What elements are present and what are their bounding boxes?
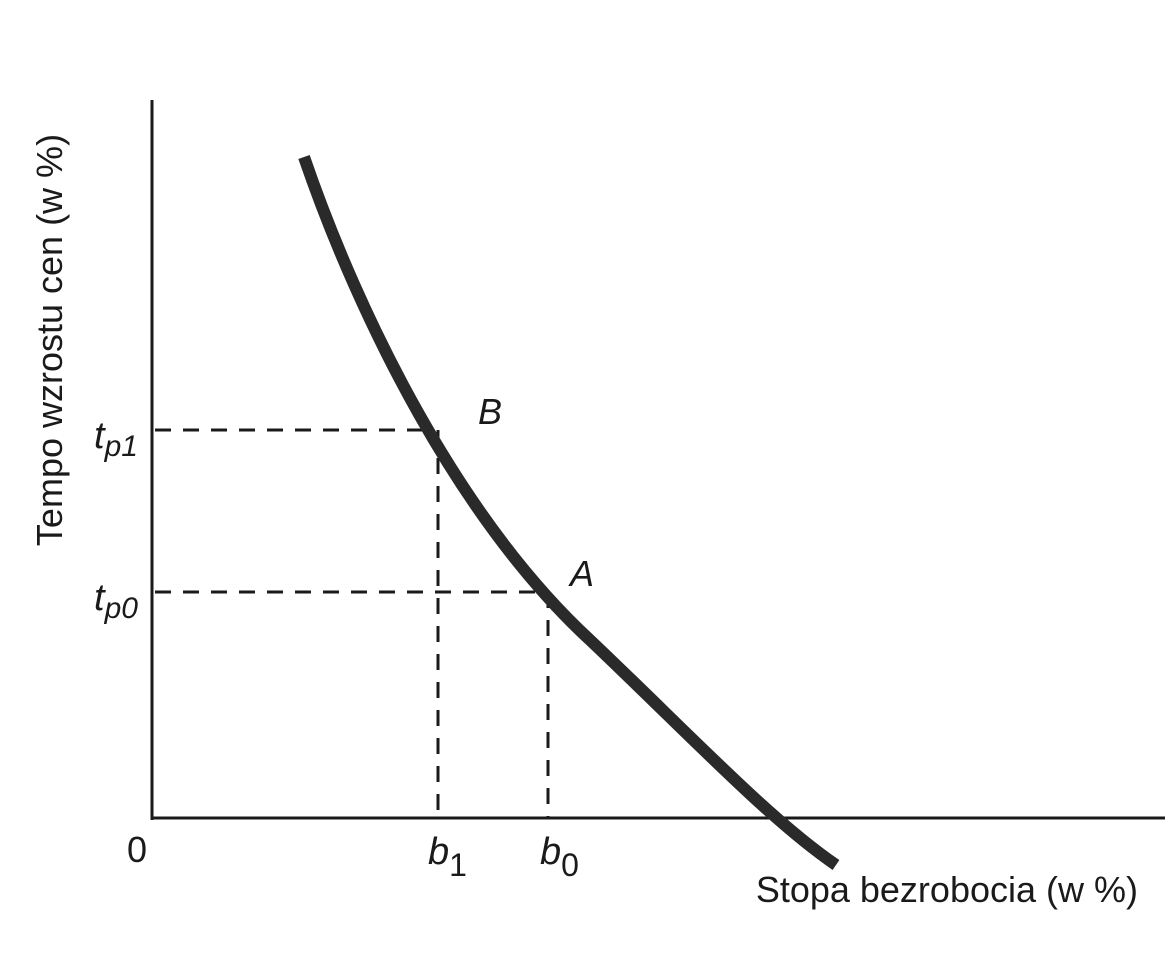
origin-label: 0 bbox=[127, 829, 147, 870]
x-tick-b0-sub: 0 bbox=[561, 847, 579, 883]
y-tick-tp1-sub: p1 bbox=[104, 430, 138, 463]
x-tick-b0: b0 bbox=[540, 831, 579, 883]
y-tick-tp0-sub: p0 bbox=[104, 592, 139, 625]
y-tick-tp1: tp1 bbox=[94, 415, 138, 463]
phillips-curve bbox=[298, 155, 840, 870]
x-tick-b0-base: b bbox=[540, 831, 561, 873]
y-tick-tp0-base: t bbox=[94, 577, 106, 619]
x-tick-b1: b1 bbox=[428, 831, 467, 883]
x-axis-title: Stopa bezrobocia (w %) bbox=[756, 869, 1138, 910]
x-tick-b1-sub: 1 bbox=[449, 847, 467, 883]
point-b-label: B bbox=[478, 391, 502, 432]
y-tick-tp1-base: t bbox=[94, 415, 106, 457]
point-a-label: A bbox=[568, 553, 594, 594]
y-tick-tp0: tp0 bbox=[94, 577, 138, 625]
x-tick-b1-base: b bbox=[428, 831, 449, 873]
y-axis-title: Tempo wzrostu cen (w %) bbox=[29, 134, 70, 546]
